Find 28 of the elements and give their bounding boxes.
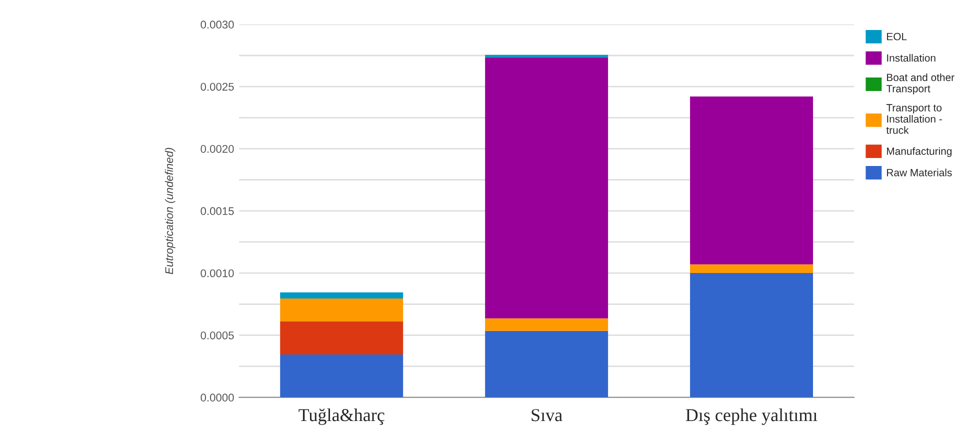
bar bbox=[280, 354, 404, 398]
y-tick-label: 0.0015 bbox=[200, 207, 234, 216]
legend-label: Manufacturing bbox=[887, 147, 952, 157]
y-tick-label: 0.0000 bbox=[200, 394, 234, 402]
legend-label: Boat and other Transport bbox=[886, 73, 954, 94]
x-tick-label: Sıva bbox=[532, 409, 562, 422]
bar bbox=[485, 330, 608, 398]
bar bbox=[280, 322, 404, 354]
y-tick-label: 0.0030 bbox=[200, 20, 234, 29]
bar bbox=[690, 273, 814, 398]
legend-label: Raw Materials bbox=[887, 168, 952, 176]
legend-label: Installation bbox=[887, 54, 936, 62]
y-tick-label: 0.0025 bbox=[200, 82, 234, 91]
bar bbox=[280, 292, 404, 299]
bar bbox=[485, 54, 608, 58]
bar bbox=[690, 264, 814, 274]
y-tick-label: 0.0020 bbox=[200, 145, 234, 153]
y-tick-label: 0.0005 bbox=[200, 331, 234, 340]
y-axis-title: Eutroptication (undefined) bbox=[164, 148, 176, 274]
bar bbox=[485, 318, 608, 331]
x-tick-label: Dış cephe yalıtımı bbox=[686, 408, 818, 425]
legend-label: Transport to Installation - truck bbox=[886, 104, 942, 134]
x-tick-label: Tuğla&harç bbox=[298, 408, 384, 425]
bar bbox=[485, 57, 608, 318]
y-tick-label: 0.0010 bbox=[200, 269, 234, 278]
legend-label: EOL bbox=[887, 32, 907, 40]
bar bbox=[690, 96, 814, 264]
bar bbox=[280, 298, 404, 322]
